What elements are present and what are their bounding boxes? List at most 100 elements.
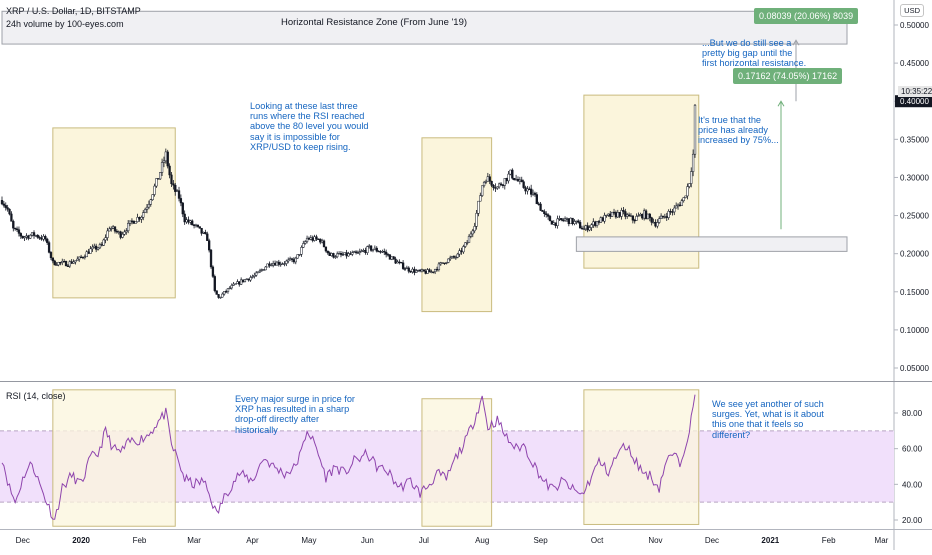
price-tick-label: 0.05000: [900, 364, 929, 373]
price-candle: [469, 231, 473, 239]
price-candle: [484, 179, 488, 185]
price-candle: [53, 259, 56, 266]
price-candle: [659, 213, 663, 220]
annotation-rsi-runs: Looking at these last three runs where t…: [250, 101, 369, 152]
price-candle: [526, 185, 529, 195]
price-candle: [134, 221, 137, 224]
price-candle: [268, 261, 271, 268]
rsi-highlight-box-3[interactable]: [583, 389, 700, 525]
price-candle: [157, 178, 160, 180]
price-candle: [590, 223, 593, 231]
price-candle: [320, 238, 324, 244]
price-candle: [74, 260, 77, 265]
price-candle: [194, 223, 198, 228]
price-candle: [217, 293, 220, 299]
price-candle: [456, 252, 459, 259]
rsi-tick-label: 80.00: [902, 409, 923, 418]
price-candle: [38, 235, 41, 240]
annotation-surge-history: Every major surge in price for XRP has r…: [235, 394, 355, 435]
price-candle: [588, 225, 591, 232]
price-candle: [563, 216, 567, 223]
price-candle: [343, 252, 346, 256]
price-candle: [418, 268, 422, 273]
price-candle: [682, 197, 685, 203]
time-tick-label: Oct: [591, 536, 604, 545]
time-tick-label: Nov: [648, 536, 662, 545]
price-candle: [332, 252, 335, 259]
price-candle: [458, 248, 461, 257]
price-candle: [179, 194, 183, 207]
price-candle: [232, 281, 235, 286]
price-candle: [245, 278, 248, 280]
price-candle: [104, 234, 107, 244]
price-candle: [524, 185, 527, 195]
price-candle: [488, 174, 491, 185]
price-candle: [405, 265, 409, 269]
price-highlight-box-1[interactable]: [52, 127, 176, 299]
price-candle: [533, 191, 537, 197]
rsi-tick-label: 20.00: [902, 516, 923, 525]
price-candle: [15, 226, 19, 233]
price-candle: [181, 201, 184, 218]
price-candle: [292, 257, 296, 264]
price-candle: [8, 208, 11, 216]
price-candle: [601, 216, 604, 222]
price-candle: [449, 255, 452, 261]
price-candle: [106, 227, 109, 241]
price-candle: [272, 260, 275, 268]
volume-indicator-title: 24h volume by 100-eyes.com: [6, 19, 124, 29]
price-candle: [401, 260, 405, 270]
price-candle: [224, 289, 228, 294]
price-candle: [14, 227, 17, 231]
price-candle: [215, 290, 218, 295]
price-candle: [465, 240, 469, 246]
price-candle: [571, 217, 574, 226]
price-candle: [21, 235, 24, 239]
price-candle: [413, 266, 416, 276]
resistance-zone-boxes: [1, 10, 848, 252]
price-candle: [30, 232, 34, 237]
rsi-highlight-box-2[interactable]: [421, 398, 493, 527]
rsi-title: RSI (14, close): [6, 391, 66, 401]
price-candle: [151, 194, 154, 201]
price-candle: [311, 235, 314, 243]
price-candle: [121, 231, 124, 239]
annotation-resistance-gap: ...But we do still see a pretty big gap …: [702, 38, 807, 69]
price-candle: [23, 235, 26, 242]
price-candle: [145, 203, 149, 214]
price-candle: [249, 275, 252, 282]
currency-badge[interactable]: USD: [900, 4, 924, 17]
price-axis-ticks: 0.05000 0.10000 0.15000 0.20000 0.25000 0.300…: [894, 21, 932, 373]
horizontal-resistance-zone[interactable]: [1, 10, 848, 45]
price-candle: [345, 249, 348, 259]
time-tick-label: Aug: [475, 536, 489, 545]
rsi-highlight-box-1[interactable]: [52, 389, 176, 527]
price-candle: [631, 215, 635, 224]
price-highlight-box-2[interactable]: [421, 137, 493, 313]
price-candle: [285, 259, 288, 267]
support-zone[interactable]: [575, 236, 848, 252]
price-candle: [462, 244, 465, 254]
price-candle: [160, 158, 164, 177]
price-candle: [277, 259, 280, 267]
price-candle: [522, 179, 525, 189]
price-candle: [140, 215, 143, 223]
price-candle: [40, 234, 43, 241]
annotation-price-increase: It's true that the price has already inc…: [698, 115, 779, 146]
time-tick-label: Sep: [533, 536, 548, 545]
price-candle: [47, 240, 51, 254]
price-candle: [516, 176, 520, 182]
price-candle: [388, 253, 392, 260]
price-candle: [127, 220, 130, 234]
price-candle: [565, 217, 569, 222]
price-candle: [445, 261, 448, 265]
price-candle: [153, 183, 156, 197]
price-candle: [513, 177, 516, 181]
price-candle: [177, 186, 181, 202]
price-candle: [42, 234, 45, 242]
price-candle: [537, 201, 540, 206]
price-candle: [415, 268, 418, 273]
price-candle: [684, 195, 687, 199]
